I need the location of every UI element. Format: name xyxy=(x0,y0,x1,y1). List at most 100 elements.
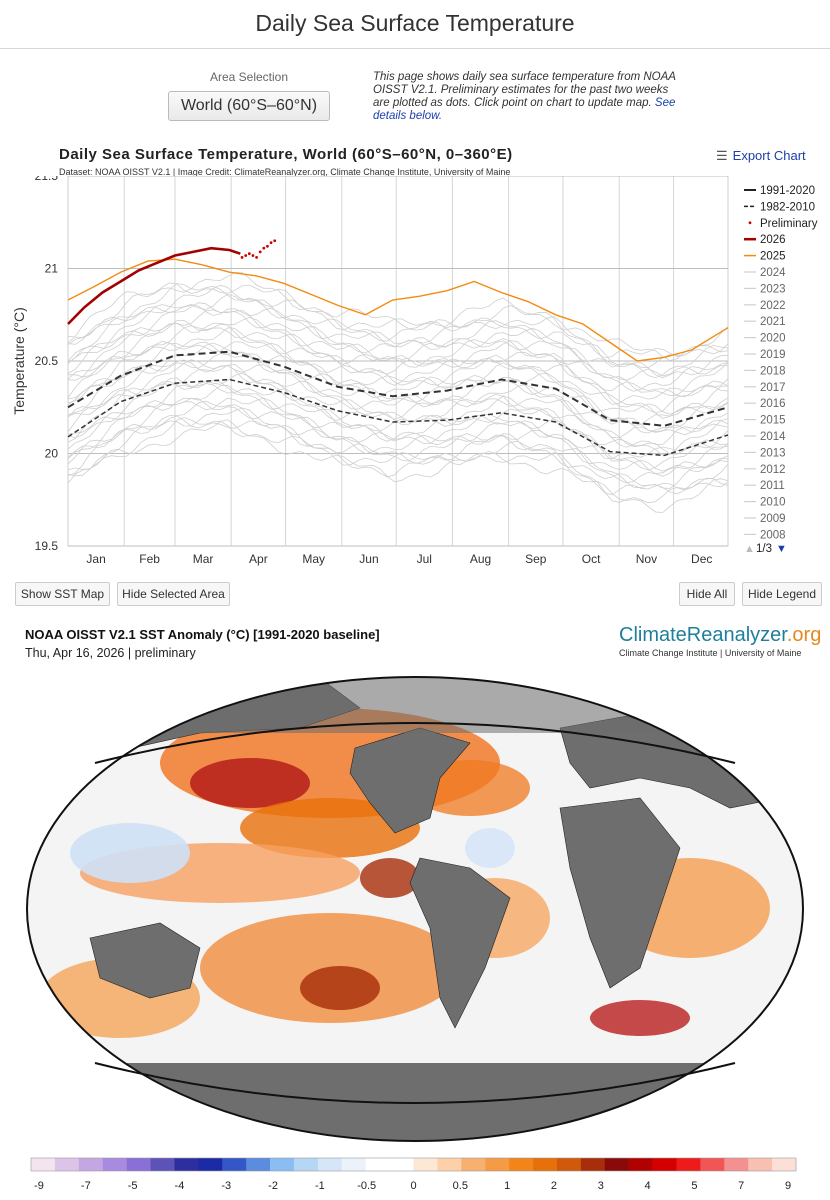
preliminary-point[interactable] xyxy=(258,250,262,254)
colorbar-swatch xyxy=(174,1158,199,1171)
colorbar-labels: -9 -7 -5 -4 -3 -2 -1 -0.5 0 0.5 1 2 3 4 5 7 9 xyxy=(34,1180,791,1192)
preliminary-point[interactable] xyxy=(251,254,255,257)
colorbar-swatch xyxy=(700,1158,725,1171)
other-year-line xyxy=(67,323,729,414)
colorbar-swatch xyxy=(198,1158,223,1171)
other-year-line xyxy=(67,309,729,397)
colorbar-swatch xyxy=(126,1158,151,1171)
area-selection-label: Area Selection xyxy=(209,70,289,84)
hide-legend-button[interactable]: Hide Legend xyxy=(742,582,822,606)
colorbar-swatch xyxy=(365,1158,390,1171)
colorbar-swatch xyxy=(317,1158,343,1171)
intro-text: This page shows daily sea surface temper… xyxy=(373,71,683,123)
preliminary-point[interactable] xyxy=(247,252,251,256)
legend-item-preliminary[interactable]: Preliminary xyxy=(760,218,818,230)
colorbar-swatch xyxy=(628,1158,653,1171)
colorbar-swatch xyxy=(772,1158,797,1171)
legend-item-2024[interactable]: 2024 xyxy=(760,267,786,279)
colorbar-label: 0 xyxy=(410,1180,416,1192)
colorbar-swatch xyxy=(509,1158,534,1171)
legend-item-2018[interactable]: 2018 xyxy=(760,365,786,377)
legend-item-1982-2010[interactable]: 1982-2010 xyxy=(760,201,815,213)
month-tick-label: Dec xyxy=(691,552,712,566)
legend-item-2021[interactable]: 2021 xyxy=(760,316,786,328)
other-year-line xyxy=(67,417,729,504)
other-year-line xyxy=(67,359,729,448)
colorbar-label: -0.5 xyxy=(357,1180,376,1192)
legend-item-2015[interactable]: 2015 xyxy=(760,415,786,427)
legend-item-2016[interactable]: 2016 xyxy=(760,398,786,410)
see-details-link[interactable]: See details below. xyxy=(373,97,676,122)
colorbar-swatch xyxy=(580,1158,606,1171)
colorbar-label: 3 xyxy=(598,1180,604,1192)
legend-prev-page-icon[interactable]: ▲ xyxy=(744,543,755,555)
series-1982-2010[interactable] xyxy=(67,378,729,457)
other-year-line xyxy=(67,293,729,379)
legend-item-2014[interactable]: 2014 xyxy=(760,431,786,443)
colorbar-swatch xyxy=(31,1158,56,1171)
other-year-line xyxy=(67,340,729,415)
colorbar-swatch xyxy=(724,1158,749,1171)
series-2026[interactable] xyxy=(67,246,241,325)
colorbar-swatch xyxy=(556,1158,582,1171)
legend-item-1991-2020[interactable]: 1991-2020 xyxy=(760,185,815,197)
legend-item-2019[interactable]: 2019 xyxy=(760,349,786,361)
preliminary-point[interactable] xyxy=(273,239,277,243)
legend-item-2012[interactable]: 2012 xyxy=(760,464,786,476)
preliminary-point[interactable] xyxy=(240,256,244,259)
chart-legend: 1991-2020 1982-2010 Preliminary 2026 2025 202… xyxy=(744,185,818,555)
export-chart-button[interactable]: ☰ Export Chart xyxy=(716,148,806,164)
y-tick-label: 19.5 xyxy=(35,539,59,553)
hide-all-button[interactable]: Hide All xyxy=(679,582,735,606)
legend-item-2026[interactable]: 2026 xyxy=(760,234,786,246)
y-axis-label: Temperature (°C) xyxy=(11,307,27,415)
other-year-line xyxy=(67,319,729,405)
other-year-line xyxy=(67,363,729,456)
legend-item-2022[interactable]: 2022 xyxy=(760,300,786,312)
month-tick-label: Jan xyxy=(86,552,105,566)
preliminary-point[interactable] xyxy=(244,254,248,257)
chart-grid xyxy=(67,176,729,547)
colorbar-label: 1 xyxy=(504,1180,510,1192)
colorbar-label: 2 xyxy=(551,1180,557,1192)
other-year-line xyxy=(67,302,729,392)
colorbar-swatch xyxy=(389,1158,414,1171)
logo-main-text: ClimateReanalyzer xyxy=(619,624,787,646)
legend-item-2011[interactable]: 2011 xyxy=(760,480,785,492)
month-tick-label: May xyxy=(302,552,325,566)
legend-item-2025[interactable]: 2025 xyxy=(760,251,786,263)
preliminary-point[interactable] xyxy=(266,244,269,248)
colorbar-swatch xyxy=(604,1158,629,1171)
colorbar-swatch xyxy=(270,1158,295,1171)
preliminary-point[interactable] xyxy=(269,241,273,244)
other-year-line xyxy=(67,415,729,496)
show-sst-map-button[interactable]: Show SST Map xyxy=(15,582,110,606)
legend-item-2013[interactable]: 2013 xyxy=(760,447,786,459)
colorbar-label: 5 xyxy=(691,1180,697,1192)
sst-anomaly-map[interactable] xyxy=(0,668,830,1150)
colorbar-swatch xyxy=(748,1158,773,1171)
area-selection-dropdown[interactable]: World (60°S–60°N) xyxy=(168,91,330,121)
legend-item-2009[interactable]: 2009 xyxy=(760,513,786,525)
chart-series xyxy=(67,239,729,457)
legend-item-2020[interactable]: 2020 xyxy=(760,333,786,345)
anomaly-south-pacific-core xyxy=(300,966,380,1010)
latitude-60s-boundary xyxy=(94,1062,736,1104)
legend-item-2023[interactable]: 2023 xyxy=(760,283,786,295)
colorbar-label: -7 xyxy=(81,1180,91,1192)
sst-line-chart[interactable]: Jan Feb Mar Apr May Jun Jul Aug Sep Oct Nov Dec 19.5… xyxy=(0,176,830,576)
legend-item-2008[interactable]: 2008 xyxy=(760,529,786,541)
series-1991-2020[interactable] xyxy=(67,350,729,427)
colorbar-swatch xyxy=(341,1158,366,1171)
legend-item-2010[interactable]: 2010 xyxy=(760,497,786,509)
month-tick-label: Aug xyxy=(470,552,491,566)
y-tick-label: 20 xyxy=(45,447,59,461)
series-2025[interactable] xyxy=(67,258,729,362)
hide-selected-area-button[interactable]: Hide Selected Area xyxy=(117,582,230,606)
legend-item-2017[interactable]: 2017 xyxy=(760,382,786,394)
legend-next-page-icon[interactable]: ▼ xyxy=(776,543,787,555)
preliminary-point[interactable] xyxy=(255,256,258,259)
logo-suffix-text: .org xyxy=(786,624,822,646)
preliminary-point[interactable] xyxy=(262,246,266,250)
anomaly-colorbar: -9 -7 -5 -4 -3 -2 -1 -0.5 0 0.5 1 2 3 4 5 7 9 xyxy=(30,1157,797,1192)
